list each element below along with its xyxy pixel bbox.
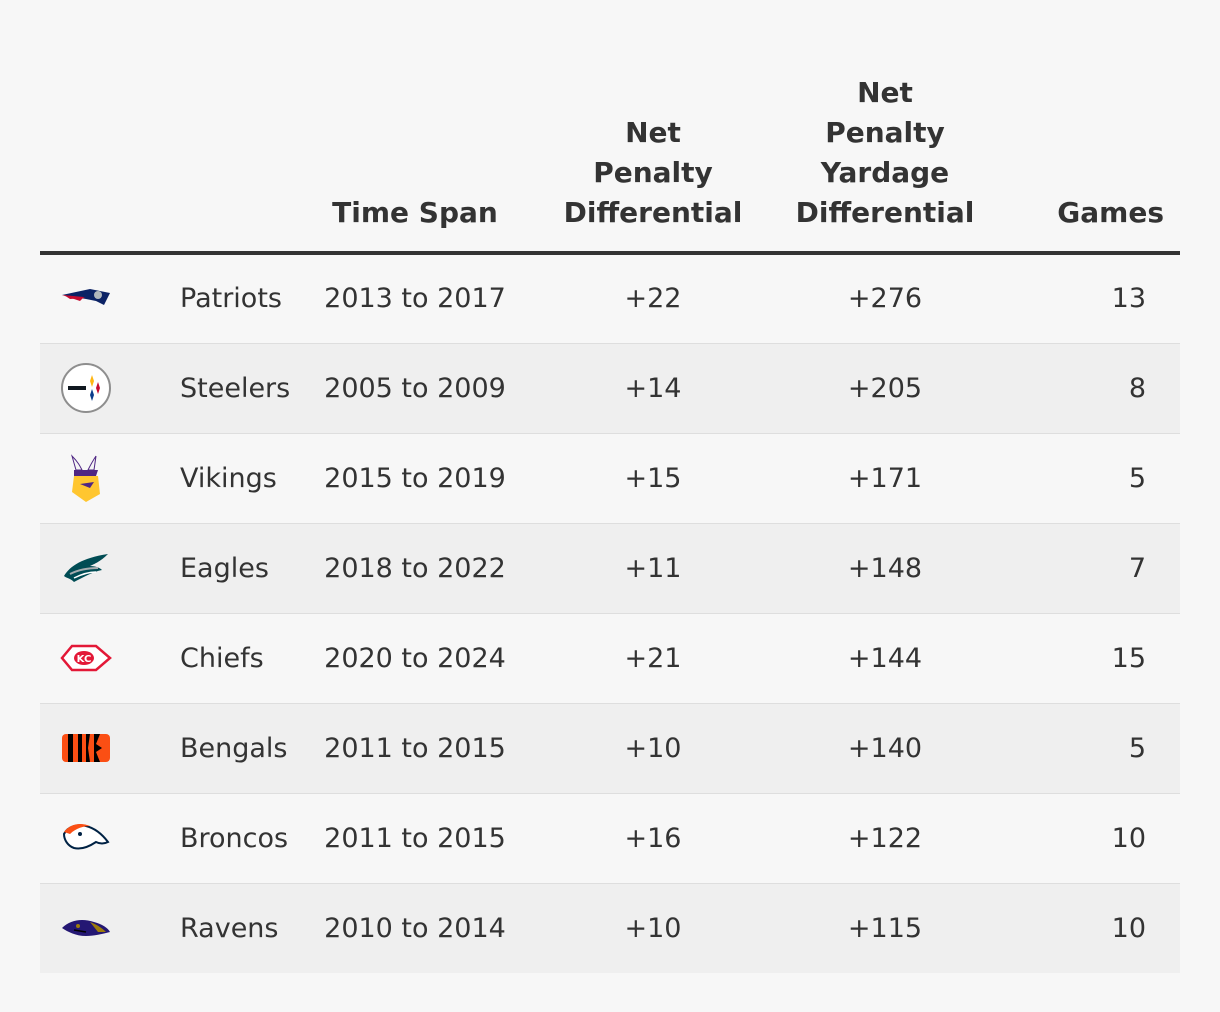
net-penalty-differential: +22 [624,283,682,315]
net-penalty-differential: +10 [530,882,776,973]
games: 5 [994,432,1180,523]
header-team [130,0,300,255]
net-penalty-differential: +21 [530,612,776,703]
penalty-differential-table: Time Span Net Penalty Differential Net P… [40,0,1180,973]
header-logo [40,0,130,255]
logo-cell [40,522,130,613]
penalty-differential-table-container: Time Span Net Penalty Differential Net P… [40,0,1180,973]
team-name: Patriots [180,283,282,315]
logo-cell [40,702,130,793]
net-penalty-yardage-differential: +205 [776,342,994,433]
net-penalty-yardage-differential: +122 [776,792,994,883]
net-penalty-differential: +16 [530,792,776,883]
header-npyd-line: Differential [795,196,975,229]
header-npd-line: Differential [563,196,743,229]
logo-cell [40,792,130,883]
table-row: Ravens 2010 to 2014 +10 +115 10 [40,882,1180,973]
team-name: Steelers [130,342,300,433]
table-row: Bengals 2011 to 2015 +10 +140 5 [40,702,1180,793]
table-header-row: Time Span Net Penalty Differential Net P… [40,0,1180,255]
eagles-logo-icon [64,554,108,582]
games: 13 [1111,283,1146,315]
time-span: 2018 to 2022 [300,522,530,613]
team-name: Broncos [130,792,300,883]
games: 7 [994,522,1180,613]
net-penalty-yardage-differential: +148 [776,522,994,613]
vikings-logo-icon [70,454,100,502]
table-row: Broncos 2011 to 2015 +16 +122 10 [40,792,1180,883]
time-span: 2020 to 2024 [300,612,530,703]
steelers-logo-icon [61,363,111,413]
header-net-penalty-differential: Net Penalty Differential [530,0,776,255]
net-penalty-differential: +14 [530,342,776,433]
team-name: Eagles [130,522,300,613]
time-span: 2011 to 2015 [300,702,530,793]
net-penalty-yardage-differential: +144 [776,612,994,703]
table-row: Eagles 2018 to 2022 +11 +148 7 [40,522,1180,613]
header-games: Games [994,0,1180,255]
table-row: Patriots 2013 to 2017 +22 +276 13 [40,253,1180,343]
net-penalty-yardage-differential: +276 [847,283,923,315]
chiefs-logo-icon: KC [60,644,112,672]
net-penalty-yardage-differential: +115 [776,882,994,973]
team-name: Ravens [130,882,300,973]
team-name: Bengals [130,702,300,793]
header-net-penalty-yardage-differential: Net Penalty Yardage Differential [776,0,994,255]
header-npyd-line: Net [857,76,913,109]
logo-cell [40,432,130,523]
logo-cell [40,882,130,973]
net-penalty-yardage-differential: +171 [776,432,994,523]
header-npyd-line: Penalty [825,116,945,149]
header-npd-line: Penalty [593,156,713,189]
broncos-logo-icon [62,824,110,850]
time-span: 2015 to 2019 [300,432,530,523]
net-penalty-differential: +10 [530,702,776,793]
time-span: 2010 to 2014 [300,882,530,973]
logo-cell [40,342,130,433]
ravens-logo-icon [62,920,110,937]
svg-text:KC: KC [77,654,92,665]
time-span: 2005 to 2009 [300,342,530,433]
logo-cell: KC [40,612,130,703]
table-row: KC Chiefs 2020 to 2024 +21 +144 15 [40,612,1180,703]
header-npd-line: Net [625,116,681,149]
bengals-logo-icon [62,734,110,762]
time-span: 2011 to 2015 [300,792,530,883]
team-name: Chiefs [130,612,300,703]
header-npyd-line: Yardage [820,156,950,189]
table-row: Vikings 2015 to 2019 +15 +171 5 [40,432,1180,523]
logo-cell [40,253,130,343]
games: 15 [994,612,1180,703]
games: 5 [994,702,1180,793]
patriots-logo-icon [62,288,110,305]
net-penalty-differential: +11 [530,522,776,613]
team-name: Vikings [130,432,300,523]
table-row: Steelers 2005 to 2009 +14 +205 8 [40,342,1180,433]
games: 10 [994,882,1180,973]
games: 10 [994,792,1180,883]
header-time-span: Time Span [300,0,530,255]
net-penalty-yardage-differential: +140 [776,702,994,793]
time-span: 2013 to 2017 [324,283,506,315]
net-penalty-differential: +15 [530,432,776,523]
games: 8 [994,342,1180,433]
